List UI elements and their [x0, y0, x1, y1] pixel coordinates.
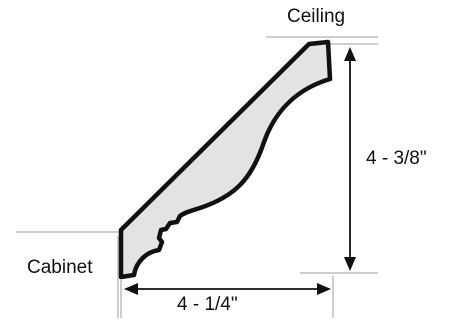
- height-dimension-label: 4 - 3/8": [366, 148, 427, 169]
- height-arrow-bottom: [344, 257, 356, 271]
- molding-profile: [118, 39, 333, 280]
- width-arrow-left: [124, 283, 138, 295]
- width-arrow-right: [317, 283, 331, 295]
- height-arrow-top: [344, 47, 356, 61]
- width-dimension-label: 4 - 1/4": [177, 294, 238, 315]
- ceiling-label: Ceiling: [287, 6, 346, 27]
- cabinet-label: Cabinet: [27, 257, 93, 278]
